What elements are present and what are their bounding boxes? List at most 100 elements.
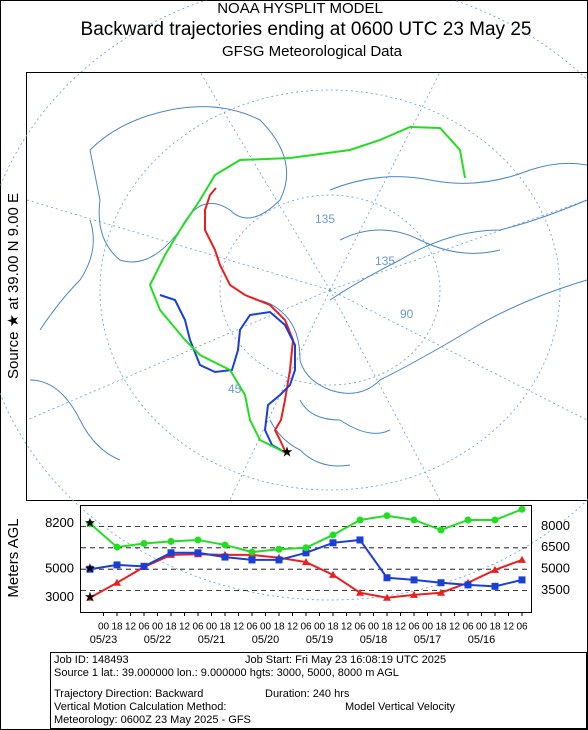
- x-tick-label: 18: [111, 622, 123, 633]
- x-tick-label: 12: [287, 622, 299, 633]
- footer-text: Source 1 lat.: 39.000000 lon.: 9.000000 …: [54, 667, 399, 679]
- marker: [86, 565, 94, 573]
- marker: [356, 536, 364, 544]
- marker: [302, 558, 310, 566]
- marker: [518, 576, 526, 584]
- start-star: ★: [84, 589, 96, 604]
- date-label: 05/23: [90, 634, 118, 646]
- marker: [221, 553, 229, 561]
- marker: [86, 520, 94, 528]
- marker: [113, 578, 121, 586]
- footer-text: Job ID: 148493: [54, 654, 129, 666]
- x-tick-label: 06: [246, 622, 258, 633]
- marker: [275, 556, 283, 564]
- subtitle: GFSG Meteorological Data: [222, 43, 403, 60]
- footer-text: Model Vertical Velocity: [345, 701, 456, 713]
- x-tick-label: 00: [368, 622, 380, 633]
- x-tick-label: 18: [219, 622, 231, 633]
- coastline: [29, 219, 121, 461]
- parallel: [219, 194, 441, 386]
- footer-text: Trajectory Direction: Backward: [54, 688, 203, 700]
- coastline: [254, 199, 588, 467]
- source-star: ★: [281, 444, 294, 460]
- trajectory-blue: [159, 294, 296, 454]
- x-tick-label: 12: [503, 622, 515, 633]
- marker: [194, 549, 202, 557]
- marker: [302, 549, 310, 557]
- grid-label: 45: [228, 382, 242, 396]
- marker: [167, 537, 175, 545]
- marker: [437, 588, 445, 596]
- x-tick-label: 18: [273, 622, 285, 633]
- y-tick-label: 3500: [541, 582, 570, 597]
- x-tick-label: 06: [408, 622, 420, 633]
- marker: [86, 593, 94, 601]
- marker: [329, 531, 337, 539]
- x-tick-label: 18: [381, 622, 393, 633]
- marker: [410, 576, 418, 584]
- marker: [491, 516, 499, 524]
- footer-text: Vertical Motion Calculation Method:: [54, 701, 226, 713]
- marker: [464, 516, 472, 524]
- x-tick-label: 00: [98, 622, 110, 633]
- footer-box: [50, 652, 587, 729]
- footer-text: Meteorology: 0600Z 23 May 2025 - GFS: [54, 714, 251, 726]
- x-tick-label: 18: [165, 622, 177, 633]
- start-height-label: 8200: [45, 515, 74, 530]
- footer-text: Job Start: Fri May 23 16:08:19 UTC 2025: [245, 654, 446, 666]
- marker: [167, 549, 175, 557]
- marker: [491, 565, 499, 573]
- marker: [140, 562, 148, 570]
- parallel: [99, 89, 561, 491]
- parallel: [0, 0, 588, 601]
- x-tick-label: 06: [516, 622, 528, 633]
- y-axis-label: Meters AGL: [5, 518, 22, 597]
- marker: [248, 548, 256, 556]
- marker: [329, 570, 337, 578]
- x-tick-label: 18: [327, 622, 339, 633]
- date-label: 05/18: [360, 634, 388, 646]
- x-tick-label: 06: [300, 622, 312, 633]
- marker: [275, 545, 283, 553]
- date-label: 05/20: [252, 634, 280, 646]
- date-label: 05/22: [144, 634, 172, 646]
- marker: [518, 505, 526, 513]
- x-tick-label: 06: [192, 622, 204, 633]
- marker: [518, 555, 526, 563]
- marker: [113, 543, 121, 551]
- marker: [221, 541, 229, 549]
- grid-label: 135: [315, 212, 335, 226]
- marker: [383, 574, 391, 582]
- coastline: [329, 162, 588, 254]
- date-label: 05/21: [198, 634, 226, 646]
- marker: [383, 512, 391, 520]
- marker: [140, 540, 148, 548]
- x-tick-label: 06: [354, 622, 366, 633]
- start-height-label: 5000: [45, 561, 74, 576]
- x-tick-label: 12: [179, 622, 191, 633]
- x-tick-label: 00: [260, 622, 272, 633]
- marker: [194, 536, 202, 544]
- map: ★: [0, 0, 588, 601]
- marker: [491, 582, 499, 590]
- x-tick-label: 00: [152, 622, 164, 633]
- x-tick-label: 12: [233, 622, 245, 633]
- date-label: 05/16: [468, 634, 496, 646]
- x-tick-label: 12: [341, 622, 353, 633]
- marker: [437, 579, 445, 587]
- x-tick-label: 12: [395, 622, 407, 633]
- x-tick-label: 18: [435, 622, 447, 633]
- date-label: 05/19: [306, 634, 334, 646]
- marker: [356, 588, 364, 596]
- marker: [302, 544, 310, 552]
- x-tick-label: 18: [489, 622, 501, 633]
- meridians: [26, 71, 588, 501]
- marker: [356, 516, 364, 524]
- source-label: Source ★ at 39.00 N 9.00 E: [5, 193, 22, 379]
- map-frame: [26, 72, 588, 501]
- marker: [113, 561, 121, 569]
- y-tick-label: 6500: [541, 539, 570, 554]
- footer-text: Duration: 240 hrs: [265, 688, 350, 700]
